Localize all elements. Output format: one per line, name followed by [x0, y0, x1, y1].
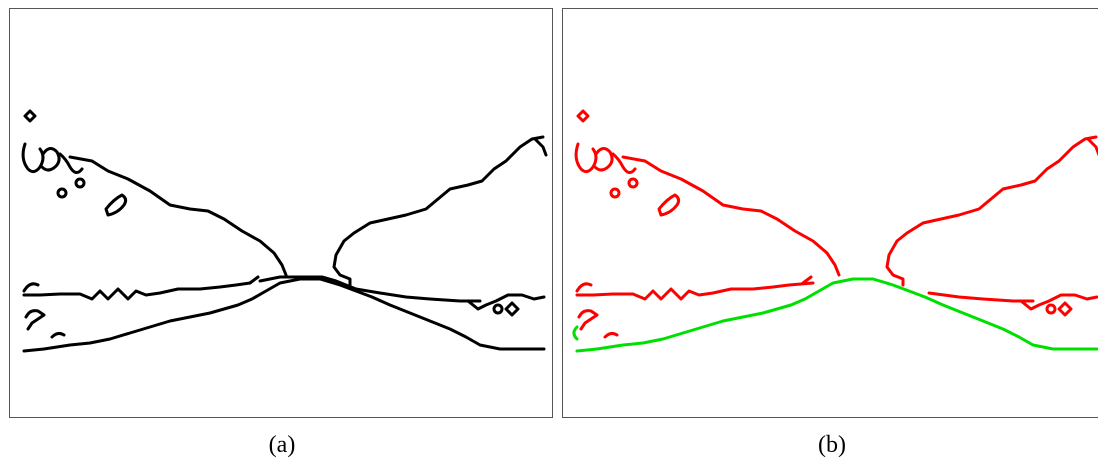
edges-a — [21, 109, 548, 353]
panel-a — [9, 8, 553, 418]
edge-upper-right — [885, 135, 1098, 287]
edge-bit-2 — [577, 309, 599, 331]
edge-diamond — [23, 109, 37, 123]
edge-wavy-right — [1019, 293, 1098, 311]
panel-b — [562, 8, 1098, 418]
edge-tick-1 — [248, 275, 260, 285]
edge-lower-green — [575, 277, 1098, 353]
edges-b-red — [574, 109, 1098, 339]
edge-clutter-2 — [593, 147, 614, 172]
edge-bit-2 — [24, 309, 46, 331]
edge-ridge — [258, 275, 482, 303]
caption-b: (b) — [818, 432, 846, 458]
edge-circle-3 — [492, 303, 504, 315]
edge-bit-3 — [603, 331, 619, 339]
edge-ridge-right — [927, 291, 1035, 303]
edge-lower — [22, 277, 546, 353]
edge-upper-left — [68, 155, 288, 277]
edge-hook-right — [533, 137, 548, 157]
edge-circle-3 — [1045, 303, 1057, 315]
edge-diamond-2 — [1057, 301, 1073, 317]
edge-tick-1 — [801, 275, 813, 285]
edge-blob — [657, 193, 681, 217]
edge-map-b — [572, 109, 1098, 353]
edge-wavy-left — [575, 281, 815, 301]
edge-clutter-1 — [574, 142, 598, 174]
edge-upper-left — [621, 155, 841, 277]
edge-clutter-1 — [21, 142, 45, 174]
caption-a: (a) — [268, 432, 296, 458]
edge-green-bit — [572, 325, 579, 341]
edge-hook-right — [1086, 137, 1098, 157]
edge-bit-3 — [50, 331, 66, 339]
edge-wavy-right — [466, 293, 546, 311]
edge-diamond — [576, 109, 590, 123]
edge-circle-2 — [74, 177, 86, 189]
edge-bit-1 — [22, 282, 40, 293]
edge-blob — [104, 193, 128, 217]
edge-diamond-2 — [504, 301, 520, 317]
edge-map-a — [21, 109, 548, 353]
edge-clutter-3 — [611, 152, 637, 174]
edge-bit-1 — [575, 282, 593, 293]
edges-b-green — [572, 277, 1098, 353]
edge-circle-1 — [609, 187, 621, 199]
edge-circle-2 — [627, 177, 639, 189]
edge-wavy-left — [22, 281, 252, 301]
edge-circle-1 — [56, 187, 68, 199]
edge-clutter-2 — [40, 147, 61, 172]
edge-upper-right — [332, 135, 545, 287]
edge-clutter-3 — [58, 152, 84, 174]
